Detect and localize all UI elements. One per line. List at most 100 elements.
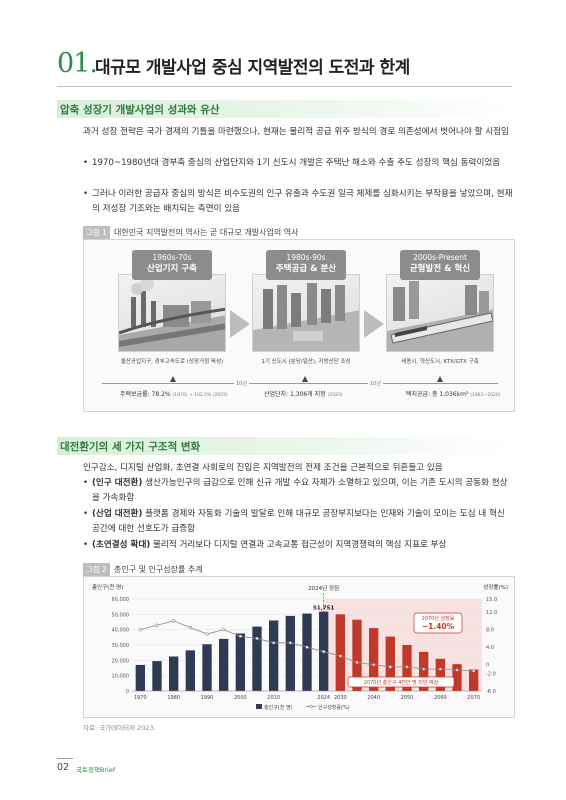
growth-rate-point	[405, 665, 409, 669]
figure2-chart-box: 0 10,000 20,000 30,000 40,000 50,000 60,000 -6.…	[83, 576, 515, 718]
x-tick-label: 2050	[401, 695, 414, 701]
left-tick-label: 30,000	[112, 643, 130, 649]
growth-rate-point	[338, 654, 342, 658]
stage-1-name: 산업기지 구축	[147, 264, 197, 274]
stage-3-tag: 2000s-Present 균형발전 & 혁신	[400, 250, 480, 280]
growth-rate-point	[288, 641, 292, 645]
stage-arrow-2	[364, 310, 384, 338]
x-tick-label: 2060	[434, 695, 447, 701]
figure1-infographic: 1960s-70s 산업기지 구축 울산공업지구, 경부고속도로 (성장거점 육…	[83, 239, 515, 412]
train-illustration	[387, 281, 493, 351]
population-bar	[202, 644, 212, 691]
stage-2-name: 주택공급 & 분산	[275, 264, 337, 274]
figure1-tag: 그림 1	[83, 226, 110, 239]
population-bar	[469, 669, 479, 691]
footer-rule	[57, 758, 73, 759]
stage-2-desc: 1기 신도시 (분당/일산), 지방산단 조성	[261, 359, 351, 365]
section2-bullet-2-key: (산업 대전환)	[92, 509, 143, 519]
stage-2-era: 1980s-90s	[286, 253, 326, 262]
section1-bullet-1: 1970~1980년대 경부축 중심의 산업단지와 1기 신도시 개발은 주택난…	[83, 156, 513, 171]
growth-rate-point	[322, 649, 326, 654]
right-tick-label: -6.0	[486, 689, 496, 695]
timeline-stat-2: 산업단지: 1,306개 지정 (2023)	[264, 389, 343, 398]
section-heading-2: 대전환기의 세 가지 구조적 변화	[57, 437, 512, 455]
stage-1-era: 1960s-70s	[152, 253, 192, 262]
population-bar	[252, 626, 262, 691]
x-tick-label: 2010	[267, 695, 280, 701]
left-tick-label: 10,000	[112, 674, 130, 680]
stage-2: 1980s-90s 주택공급 & 분산 1기 신도시 (분당/일산), 지방산단…	[252, 250, 360, 368]
legend-label-bar: 총인구(천 명)	[264, 704, 293, 711]
growth-rate-point	[205, 632, 209, 636]
x-tick-label: 2000	[234, 695, 247, 701]
source-note: 자료: 국가데이터처 2023.	[83, 724, 156, 732]
growth-rate-point	[222, 628, 226, 632]
page-number: 02	[57, 762, 70, 773]
population-callout-box	[347, 676, 455, 688]
figure2-caption: 총인구 및 인구성장률 추계	[113, 565, 203, 574]
stage-3-era: 2000s-Present	[413, 253, 467, 262]
population-bar	[152, 661, 162, 691]
population-bar	[352, 619, 362, 691]
growth-rate-point	[155, 623, 159, 627]
population-bar	[385, 636, 395, 691]
right-tick-label: 4.0	[486, 645, 494, 651]
growth-rate-point	[455, 668, 459, 672]
x-tick-label: 1990	[201, 695, 214, 701]
growth-rate-point	[422, 667, 426, 671]
population-chart: 0 10,000 20,000 30,000 40,000 50,000 60,000 -6.…	[92, 583, 508, 711]
section2-bullet-3: (초연결성 확대) 물리적 거리보다 디지털 연결과 고속교통 접근성이 지역경…	[83, 538, 513, 553]
figure1-label: 그림 1 대한민국 지역발전의 역사는 곧 대규모 개발사업의 역사	[83, 226, 299, 239]
timeline-stat-3: 택지공급: 총 1,036km² (1981~2020)	[406, 389, 500, 398]
timeline-stat-2-label: 산업단지: 1,306개 지정	[264, 391, 326, 398]
section2-bullet-3-text: 물리적 거리보다 디지털 연결과 고속교통 접근성이 지역경쟁력의 핵심 지표로…	[150, 540, 447, 550]
section-heading-2-text: 대전환기의 세 가지 구조적 변화	[60, 441, 201, 453]
left-axis-title: 총인구(천 명)	[92, 583, 123, 591]
x-tick-label: 2030	[334, 695, 347, 701]
population-bar	[302, 613, 312, 691]
population-bar	[435, 658, 445, 691]
title-divider	[57, 86, 512, 87]
population-bar	[369, 628, 379, 691]
growth-rate-point	[355, 660, 359, 665]
section2-lead: 인구감소, 디지털 산업화, 초연결 사회로의 진입은 지역발전의 전제 조건을…	[83, 463, 443, 473]
right-tick-label: 8.0	[486, 628, 494, 634]
x-tick-label: 2070	[467, 695, 480, 701]
stage-1-tag: 1960s-70s 산업기지 구축	[132, 250, 212, 280]
section2-bullet-1: (인구 대전환) 생산가능인구의 급감으로 인해 신규 개발 수요 자체가 소멸…	[83, 476, 513, 506]
rate-callout-box	[413, 612, 463, 634]
x-tick-label: 2040	[367, 695, 380, 701]
population-bar	[285, 615, 295, 691]
section2-bullet-1-text: 생산가능인구의 급감으로 인해 신규 개발 수요 자체가 소멸하고 있으며, 이…	[92, 478, 508, 503]
section2-bullet-2: (산업 대전환) 플랫폼 경제와 자동화 기술의 발달로 인해 대규모 공장부지…	[83, 507, 513, 537]
timeline-stat-1-label: 주택보급률: 78.2%	[120, 391, 171, 398]
population-bar	[219, 638, 229, 691]
stage-2-tag: 1980s-90s 주택공급 & 분산	[266, 250, 346, 280]
section1-lead: 과거 성장 전략은 국가 경제의 기틀을 마련했으나, 현재는 물리적 공급 위…	[83, 127, 509, 137]
right-tick-label: 0	[486, 663, 489, 669]
population-callout-text: 2070년 총인구 4천만 명 미만 예상	[364, 679, 439, 686]
legend-swatch-point	[309, 704, 313, 709]
population-bar	[235, 633, 245, 691]
right-tick-label: 12.0	[486, 610, 497, 616]
population-bar	[169, 656, 179, 691]
left-tick-label: 20,000	[112, 658, 130, 664]
figure2-label: 그림 2 총인구 및 인구성장률 추계	[83, 563, 203, 576]
factory-illustration	[119, 277, 225, 351]
left-tick-label: 40,000	[112, 628, 130, 634]
section1-bullet-2: 그러나 이러한 공급자 중심의 방식은 비수도권의 인구 유출과 수도권 일극 …	[83, 187, 513, 217]
stage-3-name: 균형발전 & 혁신	[409, 264, 471, 274]
timeline-stat-1: 주택보급률: 78.2% (1970) → 102.5% (2023)	[120, 389, 228, 398]
population-bar	[452, 664, 462, 691]
growth-rate-point	[472, 669, 476, 673]
growth-rate-point	[255, 636, 259, 641]
population-bar	[135, 664, 145, 691]
timeline-duration-2: 10년	[368, 380, 383, 387]
population-bar	[185, 650, 195, 691]
stage-1-illustration	[118, 274, 226, 352]
rate-callout-title: 2070년 성장률	[422, 615, 455, 622]
stage-3-illustration	[386, 274, 494, 352]
growth-rate-point	[272, 641, 276, 645]
apartments-illustration	[253, 283, 359, 351]
growth-rate-point	[238, 634, 242, 638]
